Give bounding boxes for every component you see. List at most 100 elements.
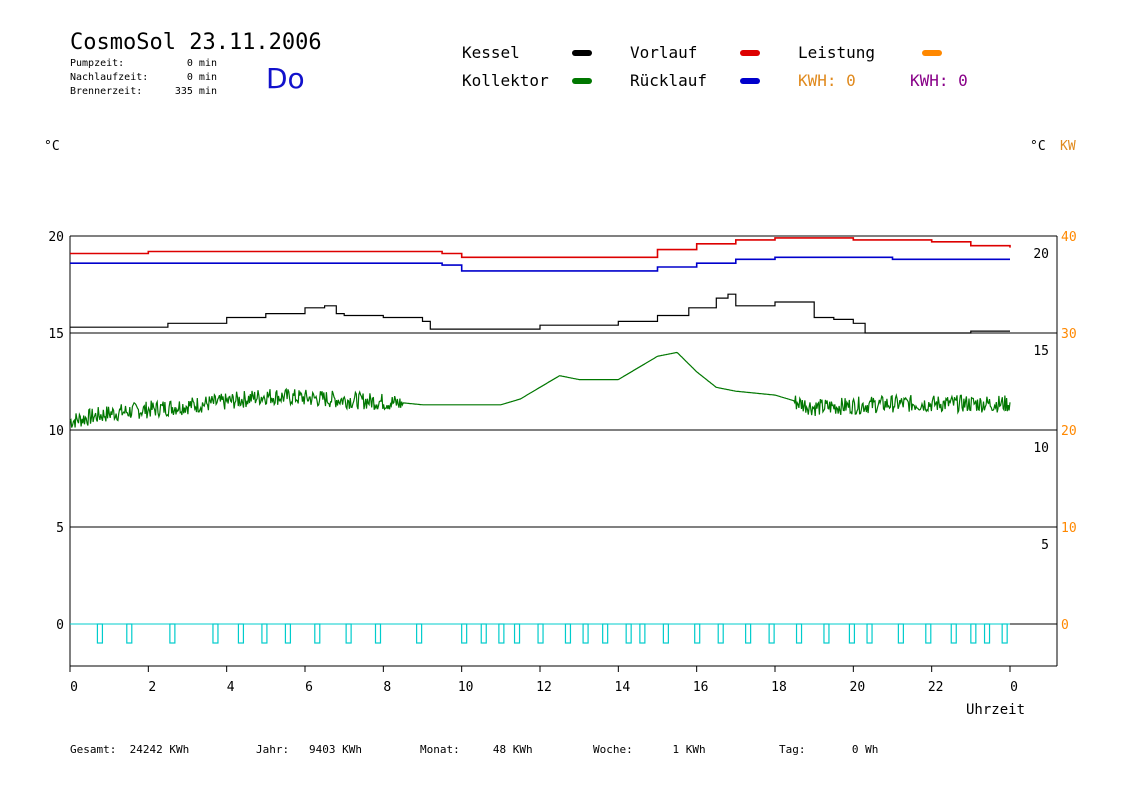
pump-pulse: [639, 623, 646, 644]
pump-pulse: [866, 623, 873, 644]
y-tick-right-c: 20: [1033, 247, 1049, 262]
pump-pulse: [480, 623, 487, 644]
x-tick-label: 12: [536, 680, 552, 695]
legend-kwh-purple: KWH: 0: [910, 71, 968, 90]
x-tick-label: 0: [70, 680, 78, 695]
x-tick-label: 20: [850, 680, 866, 695]
right-axis-unit-kw: KW: [1060, 139, 1076, 154]
y-tick-left: 0: [56, 618, 64, 633]
stat-value: 0 min: [186, 58, 217, 69]
footer-woche: Woche: 1 KWh: [593, 743, 706, 756]
y-tick-right-c: 5: [1041, 538, 1049, 553]
footer-label: Woche:: [593, 743, 633, 756]
x-tick-label: 0: [1010, 680, 1018, 695]
y-tick-left: 20: [48, 230, 64, 245]
stat-brennerzeit: Brennerzeit: 335 min: [70, 86, 220, 97]
pump-pulse: [694, 623, 701, 644]
footer-tag: Tag: 0 Wh: [779, 743, 878, 756]
pump-pulse: [537, 623, 544, 644]
series-line-ruecklauf: [70, 256, 1010, 272]
pump-pulse: [970, 623, 977, 644]
temperature-series: [69, 237, 1011, 428]
footer-value: 0 Wh: [851, 743, 879, 756]
footer-value: 1 KWh: [672, 743, 706, 756]
pump-pulse: [1001, 623, 1008, 644]
pump-pulse: [925, 623, 932, 644]
footer-value: 9403 KWh: [309, 743, 362, 756]
stat-pumpzeit: Pumpzeit: 0 min: [70, 58, 220, 69]
left-axis-unit: °C: [44, 139, 60, 154]
series-line-kollektor: [69, 351, 1011, 428]
pump-pulse: [950, 623, 957, 644]
legend-kessel: Kessel: [462, 43, 520, 62]
legend-kwh-orange: KWH: 0: [798, 71, 856, 90]
axis-ticks: 20 15 10 5 0 20 15 10 5 40 30 20 10 0 0 2 4 6 8 10 12 14 16 18 2…: [48, 230, 1076, 695]
chart-title: CosmoSol 23.11.2006: [70, 30, 322, 55]
footer-value: 24242 KWh: [129, 743, 190, 756]
x-axis-label: Uhrzeit: [966, 702, 1026, 718]
pump-pulse: [96, 623, 104, 644]
pump-pulse: [513, 623, 521, 644]
pump-series: [96, 623, 1008, 644]
weekday-label: Do: [266, 62, 305, 95]
stat-label: Brennerzeit:: [70, 86, 143, 97]
pump-pulse: [662, 623, 669, 644]
stat-value: 335 min: [174, 86, 217, 97]
pump-pulse: [823, 623, 830, 644]
y-tick-right-kw: 30: [1061, 327, 1077, 342]
legend-leistung: Leistung: [798, 43, 876, 62]
legend-kollektor-swatch: [572, 78, 592, 84]
y-tick-right-kw: 0: [1061, 618, 1069, 633]
footer-label: Jahr:: [256, 743, 290, 756]
x-tick-label: 14: [615, 680, 631, 695]
pump-pulse: [126, 623, 133, 644]
pump-pulse: [416, 623, 423, 644]
stat-value: 0 min: [186, 72, 217, 83]
series-line-kessel: [70, 293, 1010, 334]
x-tick-label: 6: [305, 680, 313, 695]
footer-jahr: Jahr: 9403 KWh: [256, 743, 362, 756]
legend-leistung-swatch: [922, 50, 942, 56]
pump-pulse: [564, 623, 572, 644]
legend-vorlauf: Vorlauf: [630, 43, 698, 62]
footer-label: Tag:: [779, 743, 806, 756]
y-tick-left: 10: [48, 424, 64, 439]
footer-label: Monat:: [420, 743, 460, 756]
legend-kollektor: Kollektor: [462, 71, 549, 90]
pump-pulse: [374, 623, 382, 644]
y-tick-right-kw: 20: [1061, 424, 1077, 439]
pump-pulse: [212, 623, 219, 644]
pump-pulse: [314, 623, 321, 644]
pump-pulse: [795, 623, 803, 644]
pump-pulse: [345, 623, 352, 644]
y-tick-left: 15: [48, 327, 64, 342]
pump-pulse: [169, 623, 176, 644]
pump-pulse: [461, 623, 468, 644]
footer-gesamt: Gesamt: 24242 KWh: [70, 743, 189, 756]
pump-pulse: [237, 623, 245, 644]
y-tick-left: 5: [56, 521, 64, 536]
pump-pulse: [897, 623, 904, 644]
footer-monat: Monat: 48 KWh: [420, 743, 533, 756]
right-axis-unit-c: °C: [1030, 139, 1046, 154]
legend-kessel-swatch: [572, 50, 592, 56]
stat-label: Nachlaufzeit:: [70, 72, 149, 83]
footer-value: 48 KWh: [492, 743, 533, 756]
legend-ruecklauf: Rücklauf: [630, 71, 708, 90]
y-tick-right-c: 15: [1033, 344, 1049, 359]
x-tick-label: 10: [458, 680, 474, 695]
pump-pulse: [768, 623, 775, 644]
x-tick-label: 16: [693, 680, 709, 695]
y-tick-right-c: 10: [1033, 441, 1049, 456]
legend-ruecklauf-swatch: [740, 78, 760, 84]
plot-frame: [69, 235, 1058, 667]
legend-vorlauf-swatch: [740, 50, 760, 56]
footer-label: Gesamt:: [70, 743, 117, 756]
stat-label: Pumpzeit:: [70, 58, 125, 69]
x-tick-label: 8: [383, 680, 391, 695]
pump-pulse: [717, 623, 724, 644]
stat-nachlaufzeit: Nachlaufzeit: 0 min: [70, 72, 220, 83]
pump-pulse: [848, 623, 856, 644]
series-line-vorlauf: [70, 237, 1011, 259]
